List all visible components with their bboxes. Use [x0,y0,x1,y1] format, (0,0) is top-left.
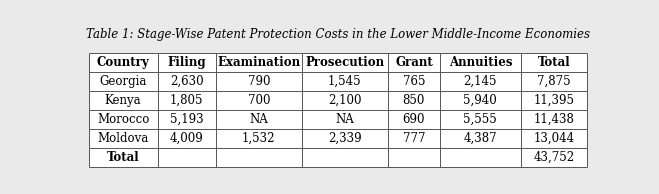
Text: NA: NA [250,113,268,126]
Text: 790: 790 [248,75,270,88]
Text: Total: Total [538,56,570,69]
Text: 1,532: 1,532 [242,132,275,145]
Text: 700: 700 [248,94,270,107]
Text: Table 1: Stage-Wise Patent Protection Costs in the Lower Middle-Income Economies: Table 1: Stage-Wise Patent Protection Co… [86,28,590,41]
Text: 2,630: 2,630 [170,75,204,88]
Text: 5,940: 5,940 [463,94,498,107]
Bar [88,53,587,167]
Text: Filing: Filing [167,56,206,69]
Text: Morocco: Morocco [97,113,150,126]
Text: Grant: Grant [395,56,433,69]
Text: 1,545: 1,545 [328,75,362,88]
Text: 11,438: 11,438 [533,113,574,126]
Text: Total: Total [107,151,140,164]
Text: Prosecution: Prosecution [305,56,384,69]
Text: Moldova: Moldova [98,132,149,145]
Text: 4,387: 4,387 [463,132,497,145]
Text: Examination: Examination [217,56,301,69]
Text: NA: NA [335,113,354,126]
Text: 2,339: 2,339 [328,132,362,145]
Text: 5,555: 5,555 [463,113,498,126]
Text: 4,009: 4,009 [170,132,204,145]
Text: 7,875: 7,875 [537,75,571,88]
Text: 1,805: 1,805 [170,94,204,107]
Text: 13,044: 13,044 [533,132,574,145]
Text: 5,193: 5,193 [170,113,204,126]
Text: 2,145: 2,145 [463,75,497,88]
Text: 850: 850 [403,94,425,107]
Text: Georgia: Georgia [100,75,147,88]
Text: 765: 765 [403,75,425,88]
Text: Country: Country [97,56,150,69]
Text: 2,100: 2,100 [328,94,361,107]
Text: 777: 777 [403,132,425,145]
Text: 11,395: 11,395 [533,94,574,107]
Text: Kenya: Kenya [105,94,142,107]
Text: 43,752: 43,752 [533,151,574,164]
Text: Annuities: Annuities [449,56,512,69]
Text: 690: 690 [403,113,425,126]
